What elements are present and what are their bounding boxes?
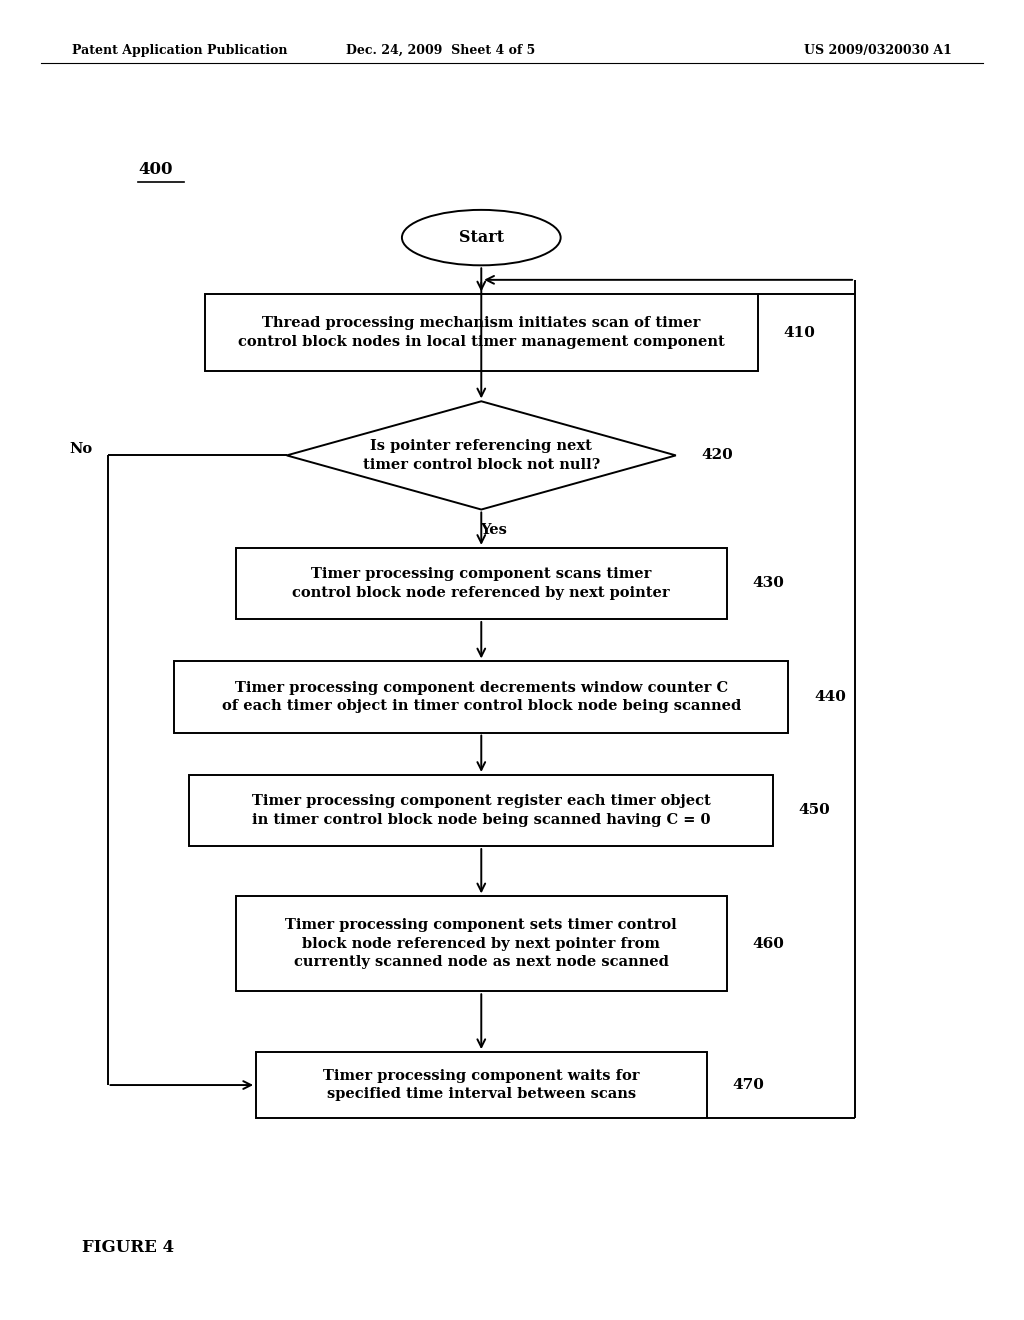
- Text: 410: 410: [783, 326, 815, 339]
- Text: Start: Start: [459, 230, 504, 246]
- Text: 450: 450: [799, 804, 830, 817]
- Bar: [256, 1052, 707, 1118]
- Text: 400: 400: [138, 161, 173, 178]
- Text: 420: 420: [701, 449, 733, 462]
- Text: Timer processing component waits for
specified time interval between scans: Timer processing component waits for spe…: [323, 1069, 640, 1101]
- Text: Timer processing component register each timer object
in timer control block nod: Timer processing component register each…: [252, 795, 711, 826]
- Text: No: No: [69, 442, 92, 455]
- Bar: [174, 661, 788, 733]
- Text: 430: 430: [753, 577, 784, 590]
- Text: Yes: Yes: [480, 523, 507, 537]
- Text: Timer processing component decrements window counter C
of each timer object in t: Timer processing component decrements wi…: [221, 681, 741, 713]
- Text: Is pointer referencing next
timer control block not null?: Is pointer referencing next timer contro…: [362, 440, 600, 471]
- Text: 470: 470: [732, 1078, 764, 1092]
- Text: Dec. 24, 2009  Sheet 4 of 5: Dec. 24, 2009 Sheet 4 of 5: [346, 44, 535, 57]
- Text: Thread processing mechanism initiates scan of timer
control block nodes in local: Thread processing mechanism initiates sc…: [238, 317, 725, 348]
- Text: 440: 440: [814, 690, 846, 704]
- Bar: [236, 548, 727, 619]
- Bar: [236, 896, 727, 991]
- Text: 460: 460: [753, 937, 784, 950]
- Text: Timer processing component sets timer control
block node referenced by next poin: Timer processing component sets timer co…: [286, 919, 677, 969]
- Bar: [205, 294, 758, 371]
- Text: Patent Application Publication: Patent Application Publication: [72, 44, 287, 57]
- Bar: [189, 775, 773, 846]
- Text: FIGURE 4: FIGURE 4: [82, 1239, 174, 1255]
- Text: Timer processing component scans timer
control block node referenced by next poi: Timer processing component scans timer c…: [293, 568, 670, 599]
- Text: US 2009/0320030 A1: US 2009/0320030 A1: [805, 44, 952, 57]
